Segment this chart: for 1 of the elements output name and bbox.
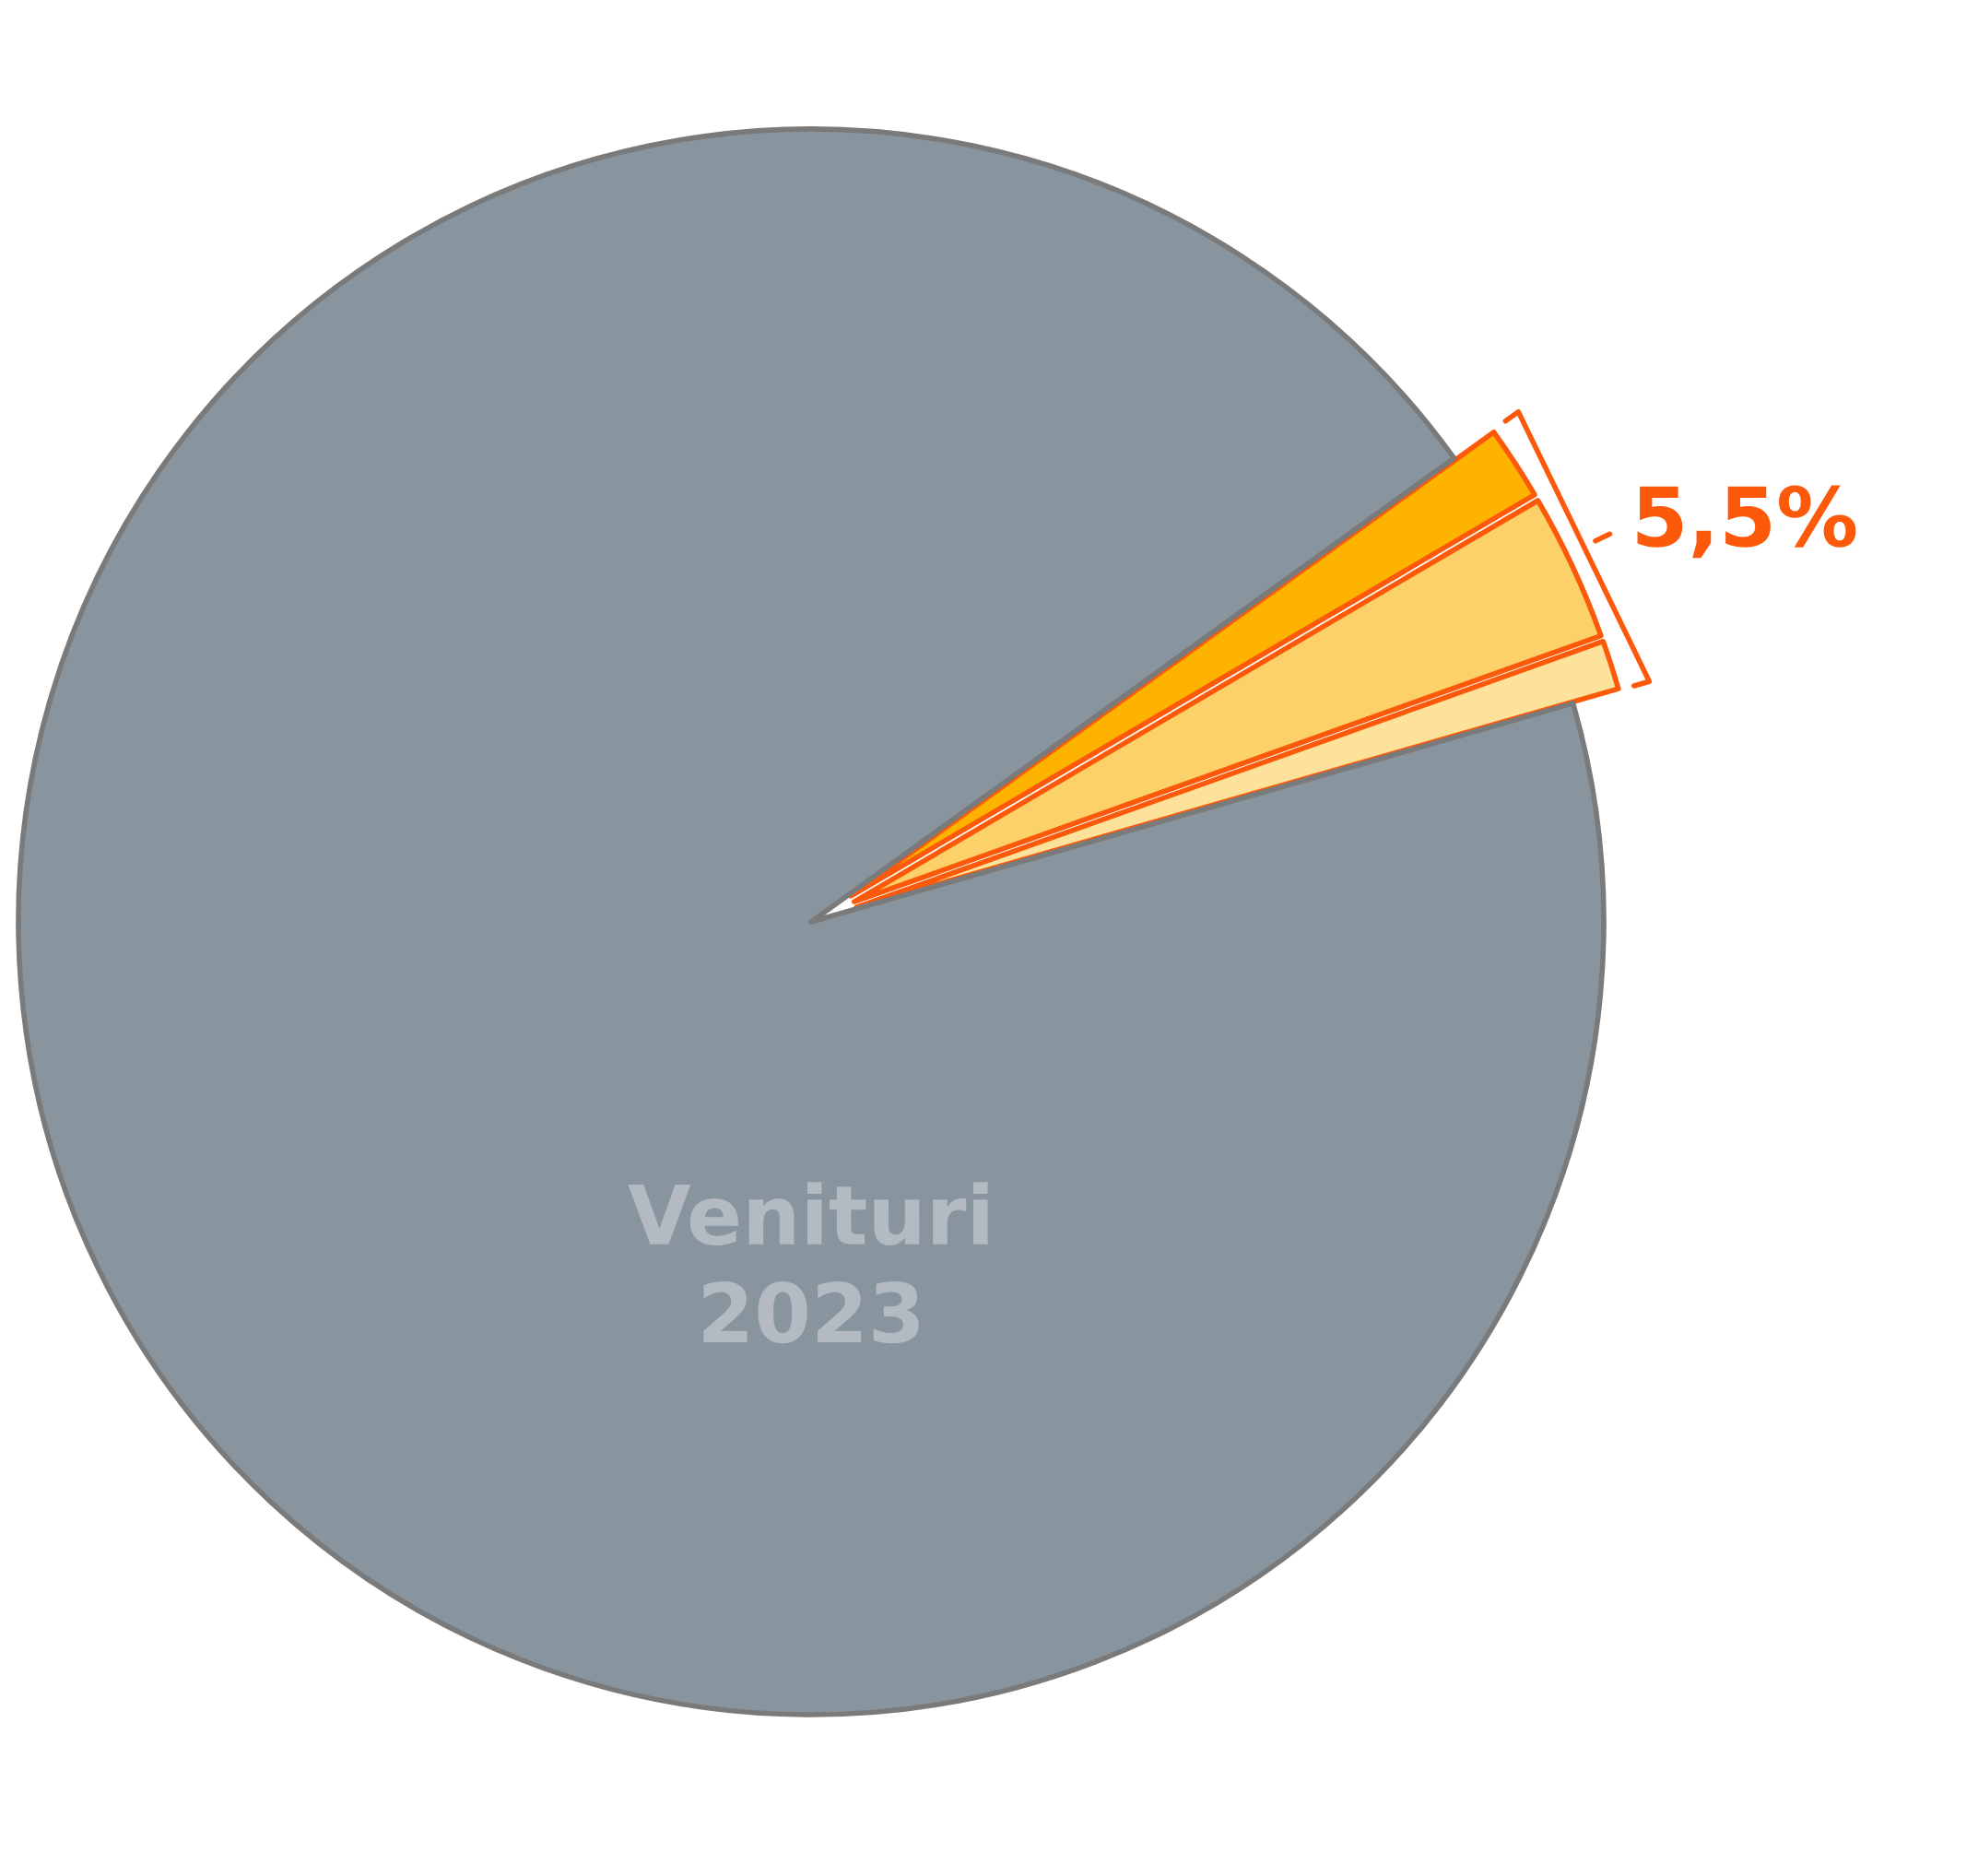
text: 5,5% [1637,485,1856,559]
